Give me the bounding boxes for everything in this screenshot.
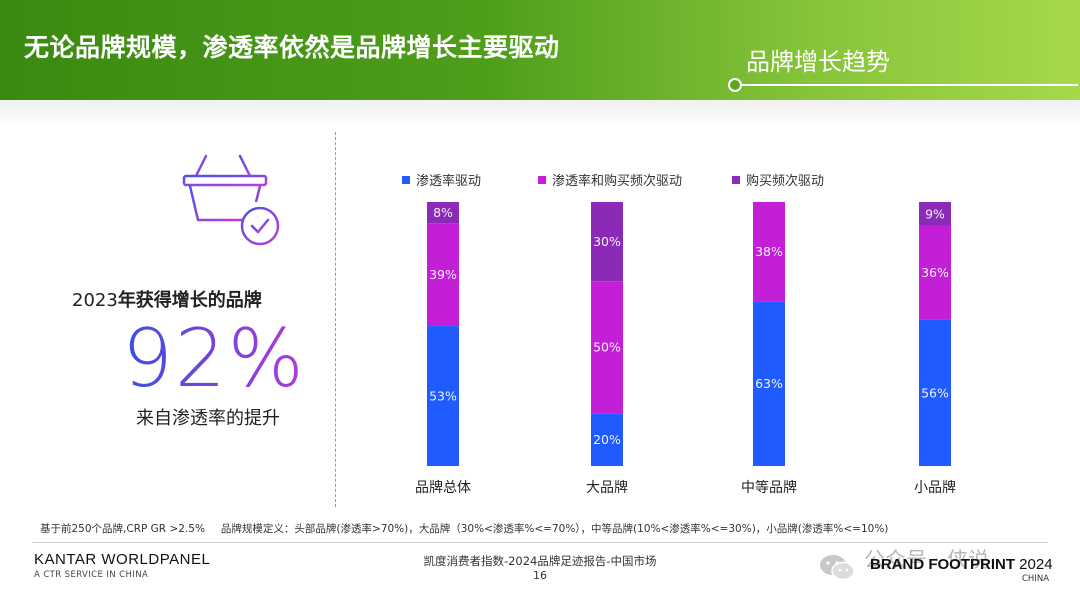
legend-item-frequency: 购买频次驱动 xyxy=(732,170,824,189)
bar-segment xyxy=(427,202,459,224)
kantar-subtitle: A CTR SERVICE IN CHINA xyxy=(34,570,149,580)
section-label: 品牌增长趋势 xyxy=(746,48,890,76)
category-label: 小品牌 xyxy=(914,479,956,496)
data-label: 56% xyxy=(921,385,949,400)
page-title: 无论品牌规模，渗透率依然是品牌增长主要驱动 xyxy=(24,33,560,62)
category-label: 大品牌 xyxy=(586,479,628,496)
bar-segment xyxy=(591,202,623,282)
legend-item-penetration: 渗透率驱动 xyxy=(402,170,481,189)
data-label: 20% xyxy=(593,432,621,447)
data-label: 30% xyxy=(593,234,621,249)
kpi-value: 92% xyxy=(122,312,306,405)
footer-rule xyxy=(32,542,1048,543)
category-label: 中等品牌 xyxy=(741,479,797,496)
wechat-icon xyxy=(820,555,855,581)
bar-segment xyxy=(591,281,623,414)
brand-footprint-region: CHINA xyxy=(1022,574,1050,584)
footnote-definition: 品牌规模定义：头部品牌(渗透率>70%)，大品牌（30%<渗透率%<=70%），… xyxy=(220,523,889,535)
footnote: 基于前250个品牌,CRP GR >2.5% 品牌规模定义：头部品牌(渗透率>70… xyxy=(40,521,904,536)
report-source: 凯度消费者指数-2024品牌足迹报告-中国市场 xyxy=(423,554,657,568)
bar-segment xyxy=(919,202,951,226)
bar-segment xyxy=(919,225,951,320)
panel-divider xyxy=(335,132,336,507)
header-shadow xyxy=(0,100,1080,128)
section-dot-icon xyxy=(728,78,742,92)
bar-segment xyxy=(753,301,785,466)
data-label: 8% xyxy=(433,205,453,220)
bar-segment xyxy=(427,326,459,466)
data-label: 53% xyxy=(429,389,457,404)
footnote-base: 基于前250个品牌,CRP GR >2.5% xyxy=(40,523,205,535)
data-label: 38% xyxy=(755,244,783,259)
bar-segment xyxy=(427,223,459,327)
legend-label: 购买频次驱动 xyxy=(746,174,825,189)
category-label: 品牌总体 xyxy=(415,479,471,496)
legend-item-penetration-frequency: 渗透率和购买频次驱动 xyxy=(538,170,682,189)
kpi-label: 2023年获得增长的品牌 xyxy=(72,286,262,312)
kpi-label-year: 2023 xyxy=(72,290,118,311)
legend-swatch xyxy=(402,176,410,184)
legend-swatch xyxy=(538,176,546,184)
data-label: 63% xyxy=(755,376,783,391)
stacked-bar-chart: 8% 39% 53% 品牌总体 30% 50% 20% 大品牌 38% 63% 中等品牌 9% 36% 5… xyxy=(415,202,956,496)
bar-segment xyxy=(919,319,951,466)
brand-footprint-text: BRAND FOOTPRINT xyxy=(870,556,1015,573)
bar-segment xyxy=(753,202,785,302)
section-underline xyxy=(740,84,1078,86)
kpi-subtitle: 来自渗透率的提升 xyxy=(136,408,280,429)
brand-footprint-logo: BRAND FOOTPRINT 2024 xyxy=(870,556,1053,573)
bar-segment xyxy=(591,413,623,466)
legend-label: 渗透率驱动 xyxy=(416,174,482,189)
header-banner: 无论品牌规模，渗透率依然是品牌增长主要驱动 品牌增长趋势 xyxy=(0,0,1080,100)
kantar-logo: KANTAR WORLDPANEL xyxy=(34,551,211,568)
shopping-basket-icon xyxy=(182,154,280,246)
page-number: 16 xyxy=(533,569,547,582)
legend-swatch xyxy=(732,176,740,184)
data-label: 9% xyxy=(925,206,945,221)
kpi-label-text: 年获得增长的品牌 xyxy=(117,290,262,311)
data-label: 39% xyxy=(429,267,457,282)
data-label: 36% xyxy=(921,265,949,280)
legend-label: 渗透率和购买频次驱动 xyxy=(552,174,683,189)
brand-footprint-year: 2024 xyxy=(1019,556,1053,573)
watermark: 公众号 · 侠说 xyxy=(864,548,990,572)
data-label: 50% xyxy=(593,340,621,355)
